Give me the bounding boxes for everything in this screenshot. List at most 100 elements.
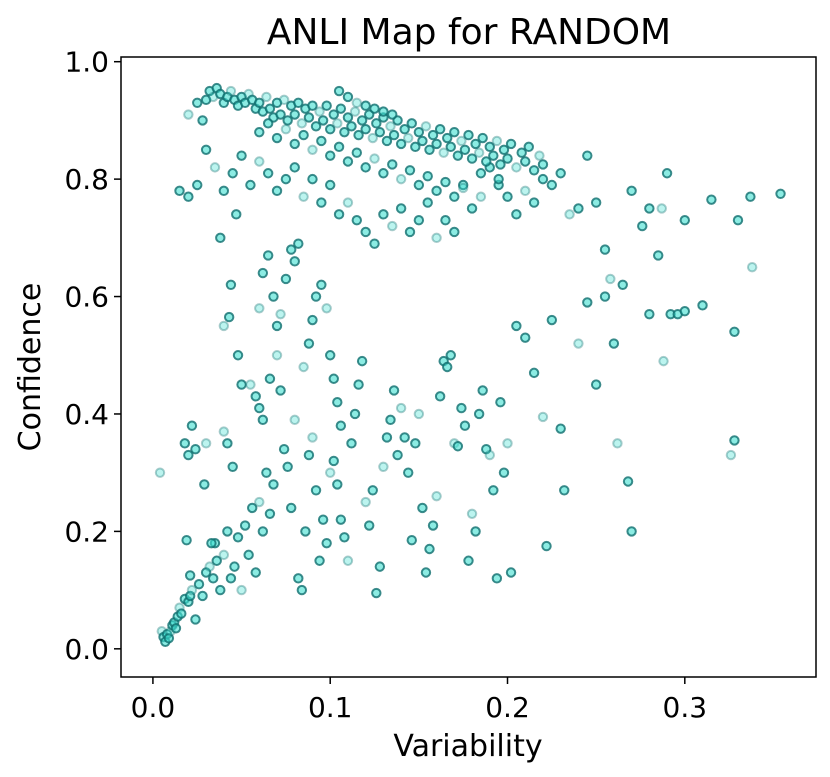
data-point — [254, 303, 265, 314]
data-point — [431, 138, 442, 150]
data-point — [289, 138, 300, 150]
data-point — [438, 147, 449, 158]
data-point — [314, 106, 325, 117]
data-point — [395, 173, 407, 185]
data-point — [254, 402, 265, 414]
data-point — [442, 132, 453, 144]
data-point — [369, 238, 380, 249]
data-point — [271, 132, 283, 144]
data-point — [387, 220, 398, 232]
data-point — [280, 173, 292, 185]
data-point — [403, 132, 414, 144]
data-point — [218, 320, 230, 332]
data-point — [424, 144, 435, 155]
data-point — [282, 461, 293, 473]
data-point — [264, 373, 276, 384]
data-point — [349, 106, 361, 117]
data-point — [481, 444, 492, 455]
data-point — [422, 170, 433, 182]
data-point — [310, 291, 322, 302]
data-point — [325, 179, 336, 191]
data-point — [406, 118, 417, 129]
data-point — [222, 438, 233, 449]
data-point — [697, 300, 708, 311]
data-point — [218, 426, 230, 437]
data-point — [528, 197, 540, 208]
data-point — [516, 147, 527, 158]
data-point — [534, 150, 545, 161]
data-point — [413, 179, 425, 191]
data-point — [502, 438, 513, 449]
data-point — [328, 455, 339, 467]
x-tick-label: 0.3 — [663, 691, 708, 724]
data-point — [360, 496, 371, 508]
data-point — [293, 97, 304, 109]
data-point — [403, 467, 414, 478]
data-point — [333, 85, 345, 97]
data-point — [463, 555, 474, 566]
data-point — [339, 126, 350, 138]
data-point — [183, 109, 194, 120]
data-point — [442, 361, 453, 373]
data-point — [250, 391, 261, 402]
data-point — [271, 97, 283, 109]
data-point — [590, 379, 602, 390]
data-point — [658, 355, 669, 367]
data-point — [289, 414, 300, 426]
data-point — [218, 185, 230, 197]
data-point — [399, 432, 410, 443]
data-point — [573, 203, 584, 214]
data-point — [434, 391, 446, 402]
data-point — [280, 273, 292, 285]
data-point — [325, 124, 336, 135]
data-point — [484, 449, 495, 461]
data-point — [511, 162, 522, 173]
data-point — [367, 485, 378, 496]
y-tick-label: 0.0 — [64, 633, 109, 666]
data-point — [316, 135, 327, 147]
data-point — [192, 179, 203, 191]
data-point — [325, 350, 336, 361]
data-point — [293, 573, 304, 584]
data-point — [200, 438, 212, 449]
data-point — [184, 590, 196, 602]
data-point — [360, 162, 371, 173]
data-point — [410, 438, 421, 449]
data-point — [199, 479, 210, 490]
data-point — [349, 408, 361, 420]
data-point — [264, 508, 276, 519]
data-point — [335, 514, 347, 525]
data-point — [410, 141, 421, 153]
data-point — [420, 567, 432, 578]
data-point — [197, 590, 208, 602]
points-layer — [154, 82, 786, 647]
data-point — [229, 561, 240, 572]
data-point — [653, 250, 664, 261]
data-point — [200, 94, 212, 106]
data-point — [679, 306, 690, 317]
data-point — [392, 449, 403, 461]
data-point — [184, 570, 196, 581]
data-point — [491, 573, 503, 584]
data-point — [456, 402, 467, 414]
data-point — [378, 168, 389, 179]
data-point — [200, 144, 212, 155]
data-point — [404, 165, 416, 176]
data-point — [470, 526, 481, 537]
data-point — [275, 308, 286, 320]
data-point — [243, 549, 254, 561]
x-axis: 0.0 0.1 0.2 0.3 — [131, 677, 707, 724]
data-point — [374, 561, 386, 572]
data-point — [321, 537, 332, 549]
data-point — [307, 100, 318, 111]
data-point — [413, 215, 425, 226]
data-point — [335, 420, 347, 431]
data-point — [706, 194, 717, 205]
data-point — [206, 537, 217, 549]
data-point — [300, 526, 311, 537]
data-point — [360, 226, 371, 238]
x-tick-label: 0.0 — [131, 691, 176, 724]
data-point — [626, 185, 637, 197]
data-point — [729, 435, 740, 446]
data-point — [459, 420, 471, 431]
